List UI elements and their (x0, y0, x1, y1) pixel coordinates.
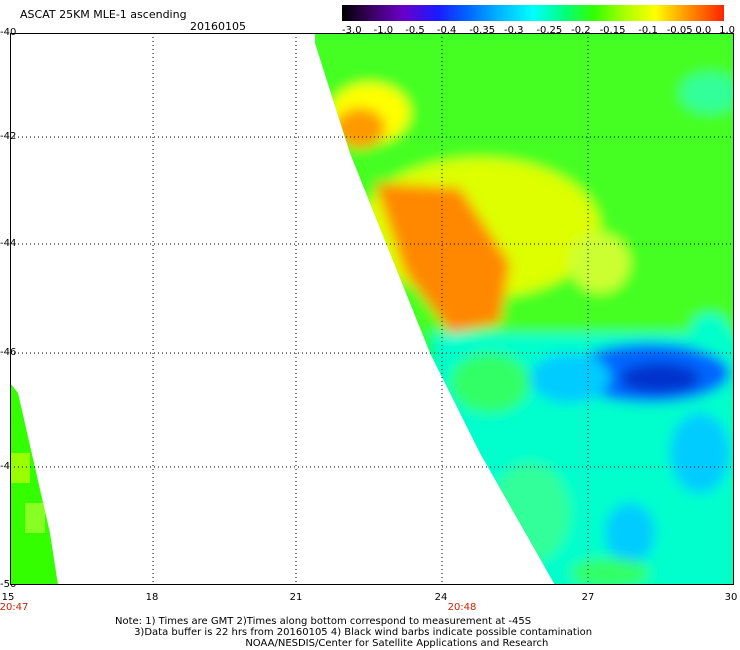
colorbar-label: -0.3 (503, 25, 524, 36)
lon-label: 15 (1, 592, 15, 603)
lon-label: 24 (434, 592, 448, 603)
colorbar (342, 5, 724, 21)
map-title: ASCAT 25KM MLE-1 ascending (20, 8, 187, 21)
main-swath (315, 33, 734, 585)
lon-label: 21 (289, 592, 303, 603)
colorbar-label: -0.5 (405, 25, 425, 36)
left-swath-patch (10, 453, 30, 483)
green-area (490, 463, 570, 563)
colorbar-label: -0.25 (536, 25, 563, 36)
yellow-area (570, 233, 630, 293)
map-frame (10, 33, 734, 585)
note-line: NOAA/NESDIS/Center for Satellite Applica… (115, 638, 549, 649)
left-swath-patch (25, 503, 45, 533)
left-swath (10, 383, 58, 585)
note-line: Note: 1) Times are GMT 2)Times along bot… (115, 616, 532, 627)
lat-label: -48 (0, 461, 17, 472)
lat-label: -44 (0, 238, 17, 249)
colorbar-label: 0.0 (695, 25, 712, 36)
note-line: 3)Data buffer is 22 hrs from 20160105 4)… (115, 627, 593, 638)
colorbar-label: -0.4 (436, 25, 457, 36)
map-date: 20160105 (190, 20, 246, 33)
lat-label: -40 (0, 27, 17, 38)
colorbar-labels: -3.0 -1.0 -0.5 -0.4 -0.35 -0.3 -0.25 -0.… (336, 25, 735, 37)
colorbar-label: -0.15 (599, 25, 626, 36)
left-swath-fill (10, 383, 58, 585)
green-area (680, 73, 734, 113)
map-notes: Note: 1) Times are GMT 2)Times along bot… (115, 616, 592, 649)
light-blue-area (605, 503, 655, 563)
colorbar-label: -3.0 (342, 25, 362, 36)
colorbar-label: -0.2 (571, 25, 591, 36)
lon-label: 30 (724, 592, 738, 603)
time-label: 20:48 (447, 602, 477, 613)
green-area (570, 558, 650, 585)
colorbar-label: -0.05 (666, 25, 693, 36)
lat-label: -50 (0, 579, 17, 590)
colorbar-label: -0.35 (469, 25, 496, 36)
lat-label: -42 (0, 131, 17, 142)
lon-label: 18 (145, 592, 159, 603)
green-area (450, 353, 530, 413)
cyan-area (690, 313, 730, 353)
lon-label: 27 (581, 592, 595, 603)
lat-label: -46 (0, 347, 17, 358)
map-grid (10, 33, 734, 585)
light-blue-area (530, 353, 610, 403)
time-label: 20:47 (0, 602, 29, 613)
wind-map (10, 33, 734, 585)
colorbar-label: -1.0 (373, 25, 394, 36)
orange-area (335, 108, 385, 148)
colorbar-label: -0.1 (638, 25, 658, 36)
deep-blue-area (620, 363, 700, 393)
light-blue-area (670, 413, 730, 493)
colorbar-label: 1.0 (719, 25, 735, 36)
